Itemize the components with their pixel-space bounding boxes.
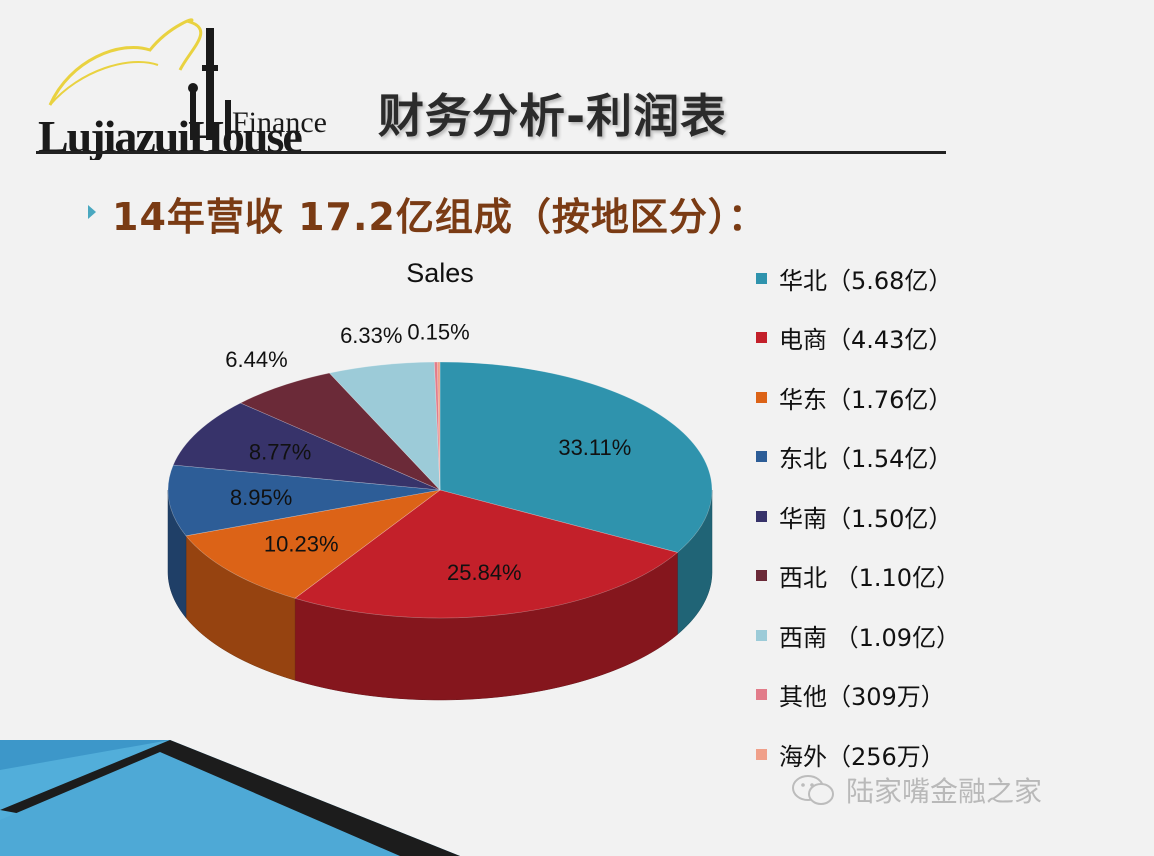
legend-swatch: [756, 570, 767, 581]
legend-label: 西南 （1.09亿）: [779, 623, 961, 652]
pie-slice-1: [294, 489, 679, 619]
sales-pie-chart: Sales 33.11% 25.84% 10.23% 8.95% 8.77% 6.44% 6.…: [167, 258, 713, 701]
wechat-icon: [792, 775, 834, 805]
data-label-4: 8.77%: [249, 440, 311, 465]
legend-label: 其他（309万）: [779, 683, 945, 711]
data-label-1: 25.84%: [447, 560, 522, 585]
legend-swatch: [756, 391, 767, 403]
legend-item: 西北 （1.10亿）: [756, 556, 960, 596]
legend-item: 其他（309万）: [756, 675, 945, 715]
legend-label: 海外（256万）: [779, 742, 945, 771]
pie-slice-7: [434, 361, 441, 491]
legend-swatch: [756, 689, 767, 700]
legend-item: 西南 （1.09亿）: [756, 615, 960, 655]
pie-slice-6: [328, 361, 441, 491]
pie-slice-4: [172, 402, 441, 491]
watermark-text: 陆家嘴金融之家: [846, 775, 1043, 808]
legend-swatch: [756, 451, 767, 462]
legend-item: 华东（1.76亿）: [756, 377, 952, 417]
legend-item: 东北（1.54亿）: [756, 437, 952, 477]
logo-finance-text: Finance: [232, 106, 327, 139]
data-label-6: 6.33%: [340, 323, 402, 348]
legend-label: 西北 （1.10亿）: [779, 564, 961, 592]
legend-swatch: [756, 748, 767, 760]
legend-swatch: [756, 272, 767, 284]
legend-swatch: [756, 629, 767, 641]
pie-slice-2: [185, 489, 441, 599]
legend-label: 华东（1.76亿）: [779, 385, 953, 414]
legend-swatch: [756, 510, 767, 522]
pie-slice-0: [439, 361, 713, 553]
legend-label: 东北（1.54亿）: [779, 445, 953, 473]
pie-slice-5: [239, 372, 441, 491]
legend-item: 华南（1.50亿）: [756, 496, 952, 536]
legend-swatch: [756, 332, 767, 343]
pie-slice-8: [437, 361, 441, 491]
pie-slice-3: [167, 464, 441, 537]
watermark: 陆家嘴金融之家: [790, 770, 1042, 810]
slide-decoration: [0, 740, 460, 856]
chart-title: Sales: [406, 258, 474, 288]
data-label-8: 0.15%: [407, 320, 469, 345]
data-label-0: 33.11%: [558, 435, 631, 460]
lujiazui-finance-house-logo: LujiazuiHouse Finance: [38, 18, 327, 160]
legend-item: 海外（256万）: [756, 734, 945, 774]
data-label-5: 6.44%: [225, 347, 287, 372]
slide-subtitle: 14年营收 17.2亿组成（按地区分）：: [112, 195, 767, 239]
data-label-2: 10.23%: [264, 532, 339, 557]
bullet-arrow-icon: [88, 205, 96, 219]
legend-item: 华北（5.68亿）: [756, 258, 952, 298]
legend-label: 电商（4.43亿）: [779, 326, 953, 354]
title-divider: [36, 151, 946, 154]
legend-label: 华南（1.50亿）: [779, 504, 953, 533]
legend-item: 电商（4.43亿）: [756, 318, 952, 358]
data-label-3: 8.95%: [230, 485, 292, 510]
slide-title: 财务分析-利润表: [378, 89, 728, 143]
legend-label: 华北（5.68亿）: [779, 266, 953, 295]
